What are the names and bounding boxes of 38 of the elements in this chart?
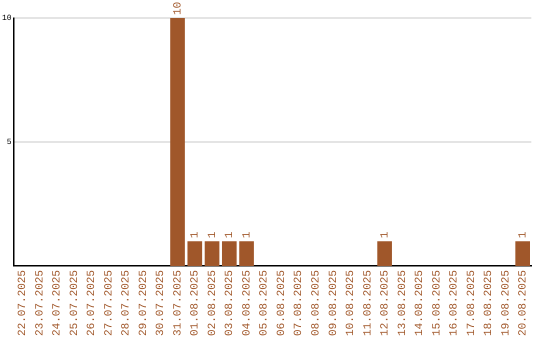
x-tick-label: 22.07.2025 (17, 270, 30, 336)
data-label: 1 (224, 231, 236, 238)
data-label: 1 (241, 231, 254, 238)
x-tick-label: 12.08.2025 (380, 270, 392, 336)
y-tick-label: 5 (6, 138, 12, 148)
data-label: 1 (518, 231, 530, 238)
x-tick-label: 03.08.2025 (224, 270, 236, 336)
data-label: 1 (190, 231, 202, 238)
x-tick-label: 15.08.2025 (431, 270, 444, 336)
x-tick-label: 19.08.2025 (500, 270, 512, 336)
x-tick-label: 25.07.2025 (68, 270, 81, 336)
x-tick-label: 31.07.2025 (172, 270, 184, 336)
x-tick-label: 24.07.2025 (52, 270, 64, 336)
x-tick-label: 07.08.2025 (293, 270, 306, 336)
data-label: 1 (380, 231, 392, 238)
x-tick-label: 30.07.2025 (155, 270, 168, 336)
data-label: 10 (172, 2, 184, 15)
x-tick-label: 23.07.2025 (34, 270, 46, 336)
x-tick-label: 11.08.2025 (362, 270, 374, 336)
x-tick-label: 14.08.2025 (414, 270, 426, 336)
x-tick-label: 16.08.2025 (448, 270, 461, 336)
x-tick-label: 17.08.2025 (466, 270, 478, 336)
x-tick-label: 28.07.2025 (120, 270, 133, 336)
x-tick-label: 09.08.2025 (328, 270, 340, 336)
x-tick-label: 26.07.2025 (86, 270, 98, 336)
x-tick-label: 18.08.2025 (483, 270, 496, 336)
data-label: 1 (206, 231, 219, 238)
x-tick-label: 08.08.2025 (310, 270, 322, 336)
x-tick-label: 13.08.2025 (396, 270, 409, 336)
x-tick-label: 06.08.2025 (276, 270, 288, 336)
x-tick-label: 27.07.2025 (103, 270, 116, 336)
x-tick-label: 10.08.2025 (345, 270, 358, 336)
x-tick-label: 05.08.2025 (258, 270, 271, 336)
x-tick-label: 04.08.2025 (241, 270, 254, 336)
x-tick-label: 29.07.2025 (138, 270, 150, 336)
x-tick-label: 02.08.2025 (206, 270, 219, 336)
x-tick-label: 20.08.2025 (518, 270, 530, 336)
x-tick-label: 01.08.2025 (190, 270, 202, 336)
